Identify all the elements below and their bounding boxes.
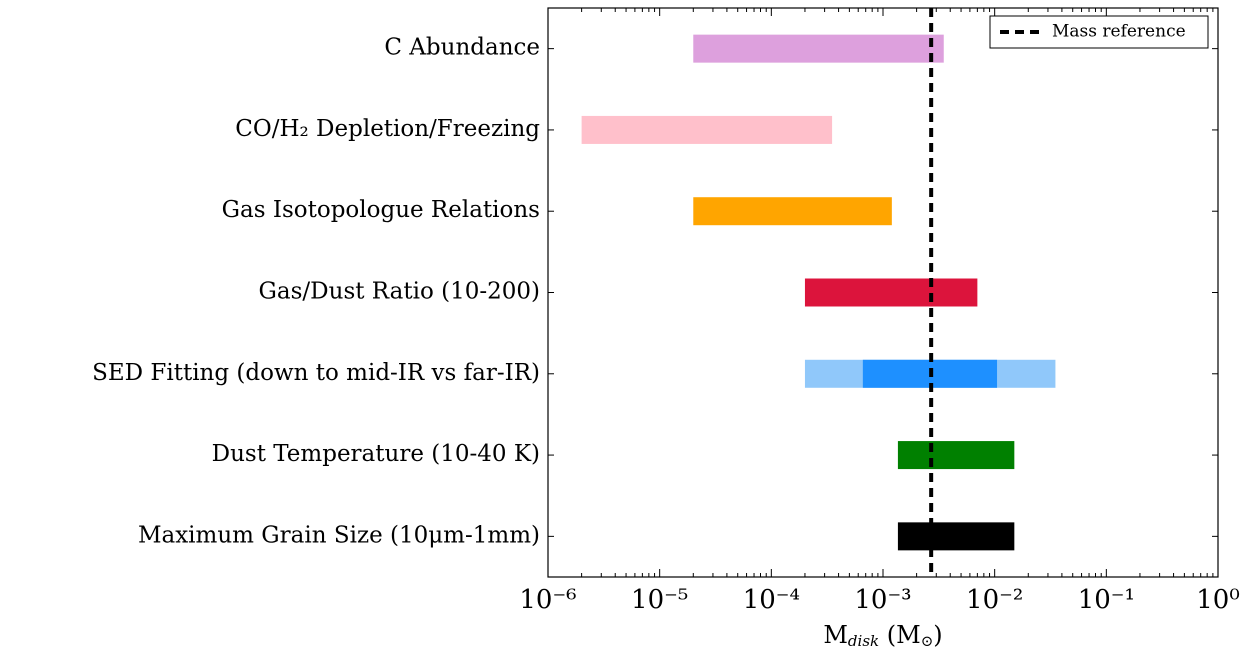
legend-label: Mass reference bbox=[1052, 22, 1186, 42]
x-tick-label: 10⁻² bbox=[966, 585, 1023, 615]
y-tick-label: SED Fitting (down to mid-IR vs far-IR) bbox=[92, 360, 540, 386]
range-bar bbox=[693, 197, 892, 226]
y-tick-label: Maximum Grain Size (10μm-1mm) bbox=[138, 522, 540, 548]
range-bar bbox=[897, 441, 1015, 470]
x-label-part: M bbox=[823, 621, 848, 649]
range-bar bbox=[693, 34, 944, 63]
x-tick-label: 10⁻⁴ bbox=[743, 585, 800, 615]
x-tick-label: 10⁻³ bbox=[854, 585, 911, 615]
x-tick-label: 10⁻⁵ bbox=[631, 585, 688, 615]
y-tick-label: CO/H₂ Depletion/Freezing bbox=[235, 116, 540, 142]
y-tick-label: Gas/Dust Ratio (10-200) bbox=[259, 279, 540, 305]
x-label-part: ⊙ bbox=[921, 632, 934, 650]
y-tick-label: C Abundance bbox=[384, 35, 540, 61]
x-tick-label: 10⁰ bbox=[1196, 585, 1240, 615]
range-bar bbox=[804, 278, 978, 307]
x-axis-label: Mdisk (M⊙) bbox=[823, 621, 942, 651]
x-label-part: disk bbox=[848, 632, 879, 650]
range-bar bbox=[581, 115, 833, 144]
x-tick-label: 10⁻¹ bbox=[1078, 585, 1135, 615]
range-bar bbox=[897, 522, 1015, 551]
x-label-part: ) bbox=[933, 621, 942, 649]
x-tick-label: 10⁻⁶ bbox=[519, 585, 576, 615]
plot-frame bbox=[547, 7, 1219, 578]
legend-box bbox=[989, 15, 1209, 49]
y-tick-label: Dust Temperature (10-40 K) bbox=[212, 441, 540, 467]
y-tick-label: Gas Isotopologue Relations bbox=[222, 197, 540, 223]
x-label-part: (M bbox=[879, 621, 921, 649]
